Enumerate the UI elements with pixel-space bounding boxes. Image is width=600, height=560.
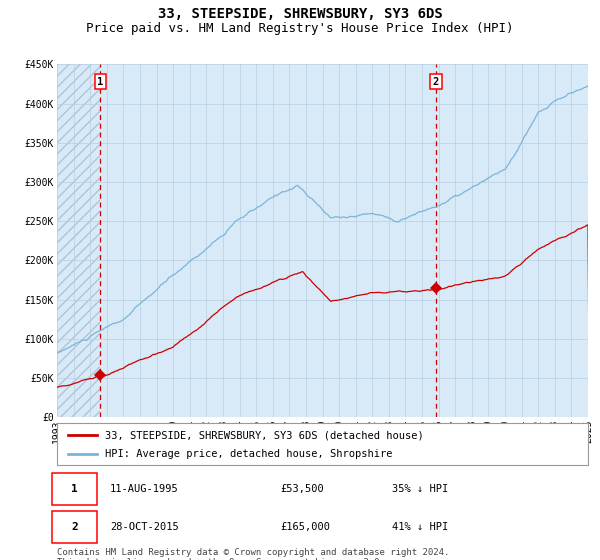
Text: 33, STEEPSIDE, SHREWSBURY, SY3 6DS (detached house): 33, STEEPSIDE, SHREWSBURY, SY3 6DS (deta… <box>105 431 424 440</box>
Text: 35% ↓ HPI: 35% ↓ HPI <box>392 484 448 493</box>
FancyBboxPatch shape <box>52 473 97 505</box>
Text: 33, STEEPSIDE, SHREWSBURY, SY3 6DS: 33, STEEPSIDE, SHREWSBURY, SY3 6DS <box>158 7 442 21</box>
Text: 2: 2 <box>71 522 77 532</box>
Text: £165,000: £165,000 <box>280 522 330 532</box>
Text: Contains HM Land Registry data © Crown copyright and database right 2024.
This d: Contains HM Land Registry data © Crown c… <box>57 548 449 560</box>
Bar <box>57 64 100 417</box>
FancyBboxPatch shape <box>52 511 97 543</box>
Text: 2: 2 <box>433 77 439 87</box>
FancyBboxPatch shape <box>57 423 588 465</box>
Text: 1: 1 <box>97 77 104 87</box>
Text: Price paid vs. HM Land Registry's House Price Index (HPI): Price paid vs. HM Land Registry's House … <box>86 22 514 35</box>
Text: £53,500: £53,500 <box>280 484 324 493</box>
Text: 1: 1 <box>71 484 77 493</box>
Text: HPI: Average price, detached house, Shropshire: HPI: Average price, detached house, Shro… <box>105 449 392 459</box>
Text: 41% ↓ HPI: 41% ↓ HPI <box>392 522 448 532</box>
Text: 28-OCT-2015: 28-OCT-2015 <box>110 522 179 532</box>
Text: 11-AUG-1995: 11-AUG-1995 <box>110 484 179 493</box>
